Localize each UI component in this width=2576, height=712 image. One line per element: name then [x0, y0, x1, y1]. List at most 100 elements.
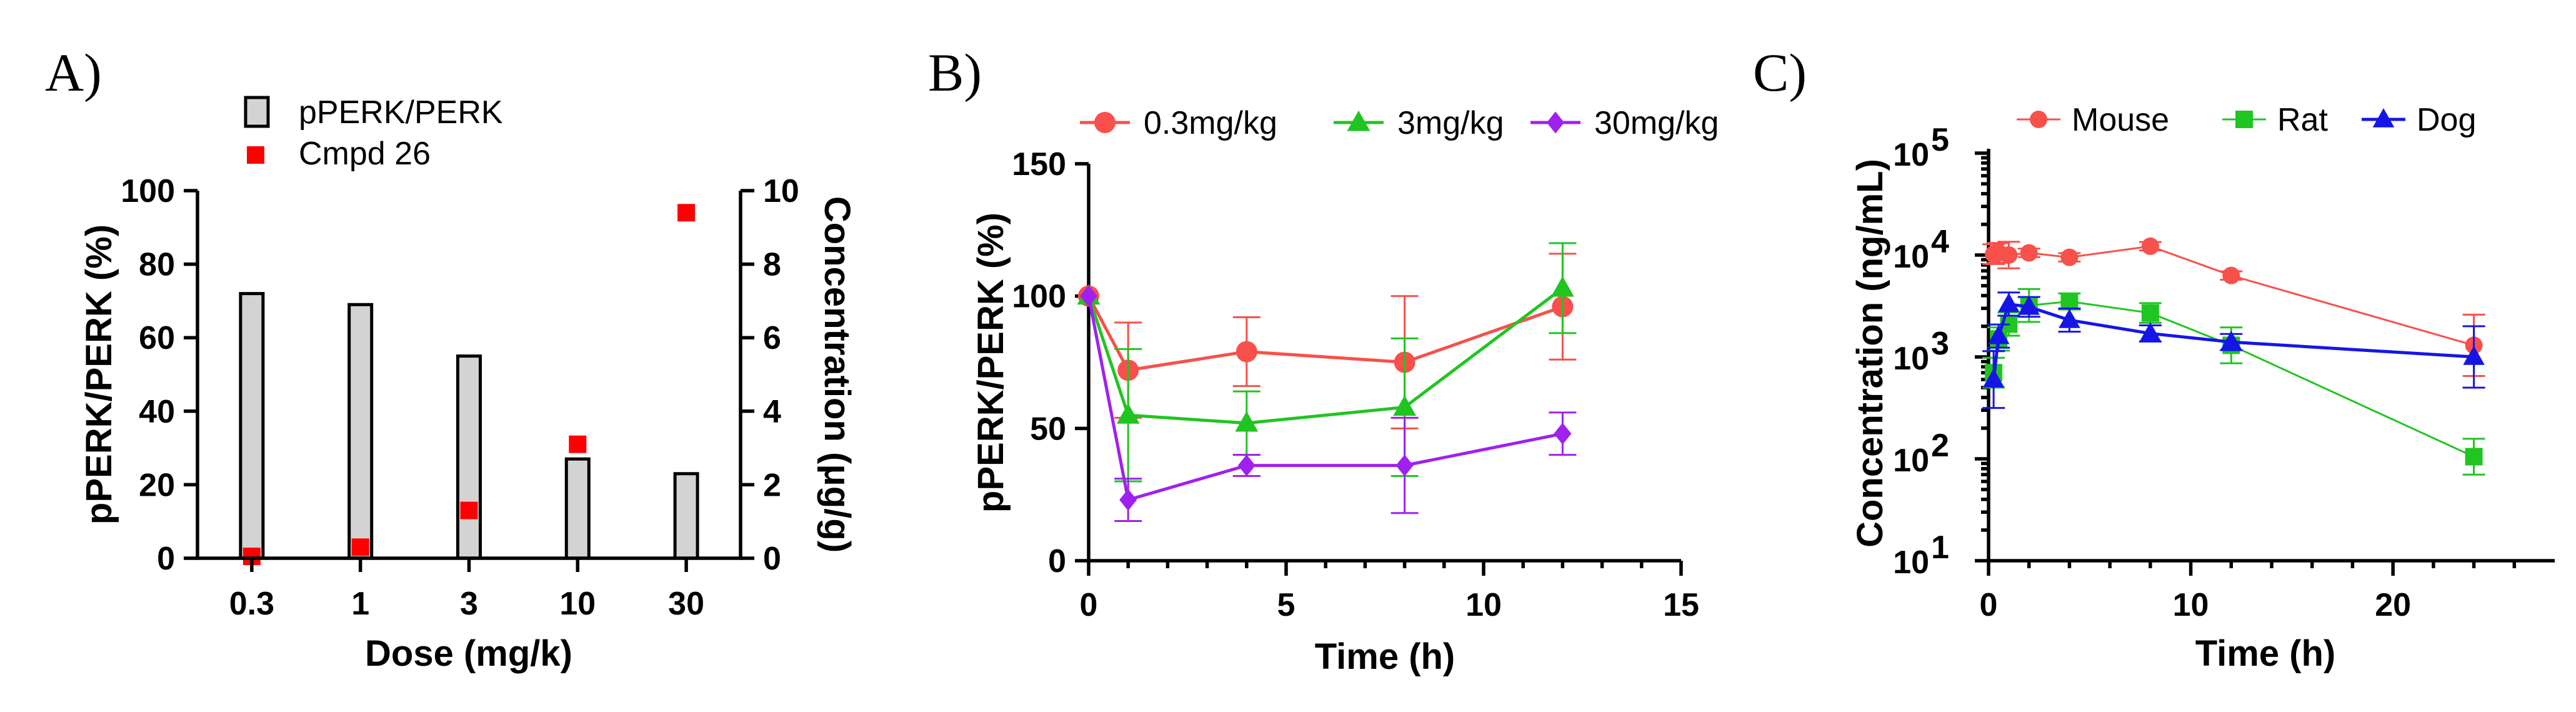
data-point [1237, 454, 1256, 477]
x-tick-label: 5 [1277, 587, 1295, 623]
panel-a-x-ticks: 0.3 1 3 10 30 [229, 558, 704, 622]
legend-item-3mg/kg: 3mg/kg [1334, 105, 1504, 141]
y-tick-exponent: 3 [1931, 326, 1949, 362]
series-30mg/kg [1080, 285, 1577, 522]
data-point [2060, 248, 2079, 266]
data-point [2139, 322, 2162, 342]
series-3mg/kg [1077, 242, 1577, 483]
data-point [1236, 341, 1257, 363]
panel-c-chart: 10 110 210 310 410 50 10 20 Concentration (ng/m… [1850, 102, 2555, 674]
legend-marker [2235, 111, 2253, 128]
series-Mouse [1982, 237, 2485, 377]
x-tick-label: 15 [1663, 587, 1699, 623]
y-tick-label: 10 [1893, 341, 1929, 377]
y-tick-exponent: 4 [1931, 224, 1949, 260]
panel-a-y-ticks: 0 20 40 60 80 100 [121, 173, 197, 577]
cmpd-26-point [351, 538, 369, 556]
legend-item-Rat: Rat [2222, 102, 2328, 138]
y-right-tick-label: 6 [763, 320, 781, 356]
pperk-bar [347, 303, 374, 560]
data-point [2060, 293, 2079, 311]
x-tick-label: 20 [2375, 587, 2411, 623]
data-point [2000, 246, 2018, 264]
y-tick-label: 10 [1893, 544, 1929, 581]
legend-marker [1094, 112, 1116, 133]
y-tick-label: 0 [157, 541, 175, 577]
y-tick-label: 0 [1048, 543, 1066, 579]
panel-b-x-label: Time (h) [1315, 636, 1455, 677]
legend-label: 3mg/kg [1397, 105, 1504, 141]
y-tick-label: 100 [121, 173, 175, 209]
panel-a-label: A) [45, 43, 102, 103]
data-point [1987, 324, 2010, 344]
x-tick-label: 0 [1980, 587, 1998, 623]
data-point [1395, 454, 1414, 477]
legend-label: Rat [2277, 102, 2328, 138]
panel-b-legend: 0.3mg/kg 3mg/kg 30mg/kg [1080, 105, 1719, 141]
data-point [2141, 304, 2159, 322]
pperk-bar [564, 457, 591, 560]
panel-c-y-label: Concentration (ng/mL) [1850, 159, 1890, 548]
x-tick-label: 10 [559, 586, 596, 622]
panel-a-legend: pPERK/PERK Cmpd 26 [244, 94, 503, 172]
cmpd-26-point [569, 435, 587, 453]
data-point [1119, 489, 1137, 511]
series-line [1087, 295, 1564, 372]
legend-marker [2030, 111, 2047, 128]
data-point [2220, 331, 2242, 350]
y-tick-exponent: 5 [1931, 122, 1949, 158]
panel-b-label: B) [928, 43, 982, 103]
x-tick-label: 10 [2173, 587, 2209, 623]
y-tick-label: 10 [1893, 443, 1929, 479]
legend-pperk-label: pPERK/PERK [299, 94, 503, 131]
cmpd-26-point [677, 204, 696, 222]
legend-label: 30mg/kg [1594, 105, 1719, 141]
series-0.3mg/kg [1078, 253, 1577, 429]
legend-label: Dog [2417, 102, 2476, 138]
cmpd-26-point [460, 501, 478, 519]
data-point [1116, 403, 1140, 424]
panel-b-y-label: pPERK/PERK (%) [971, 213, 1011, 513]
data-point [1551, 276, 1574, 297]
pperk-bar [456, 354, 482, 560]
data-point [1982, 368, 2005, 388]
y-right-tick-label: 8 [763, 247, 781, 283]
data-point [2222, 266, 2240, 284]
panel-a-chart: 0 20 40 60 80 100 0 2 4 6 8 10 0.3 1 3 10 30 pPERK/PER… [79, 94, 857, 674]
panel-b-ticks: 0 50 100 150 0 5 10 15 [1012, 146, 1699, 623]
panel-a-y-label: pPERK/PERK (%) [79, 224, 119, 524]
legend-marker [1347, 110, 1370, 131]
y-tick-label: 80 [139, 247, 175, 283]
data-point [2463, 346, 2485, 365]
x-tick-label: 0.3 [229, 586, 274, 622]
legend-item-Dog: Dog [2362, 102, 2476, 138]
pperk-bar [673, 472, 699, 560]
y-right-tick-label: 2 [763, 467, 781, 503]
y-right-tick-label: 4 [763, 394, 781, 430]
data-point [1393, 395, 1416, 416]
y-tick-label: 40 [139, 394, 175, 430]
panel-a-y-right-ticks: 0 2 4 6 8 10 [741, 173, 799, 577]
panel-c-series [1982, 237, 2485, 476]
panel-a-y-right-label: Concentration (μg/g) [817, 196, 857, 553]
data-point [1235, 411, 1259, 432]
legend-label: Mouse [2072, 102, 2169, 138]
legend-marker [1547, 111, 1564, 134]
panel-a-points [242, 204, 696, 566]
y-tick-label: 60 [139, 320, 175, 356]
x-tick-label: 3 [460, 586, 478, 622]
data-point [2141, 237, 2159, 255]
legend-cmpd-swatch [247, 146, 264, 164]
x-tick-label: 0 [1080, 587, 1098, 623]
legend-item-30mg/kg: 30mg/kg [1530, 105, 1719, 141]
series-line [1087, 296, 1563, 502]
y-tick-label: 10 [1893, 137, 1929, 173]
y-tick-exponent: 2 [1931, 428, 1949, 464]
data-point [2018, 295, 2040, 315]
legend-item-0.3mg/kg: 0.3mg/kg [1080, 105, 1277, 141]
y-tick-label: 20 [139, 467, 175, 503]
legend-cmpd-label: Cmpd 26 [299, 136, 431, 172]
y-tick-label: 150 [1012, 146, 1066, 183]
